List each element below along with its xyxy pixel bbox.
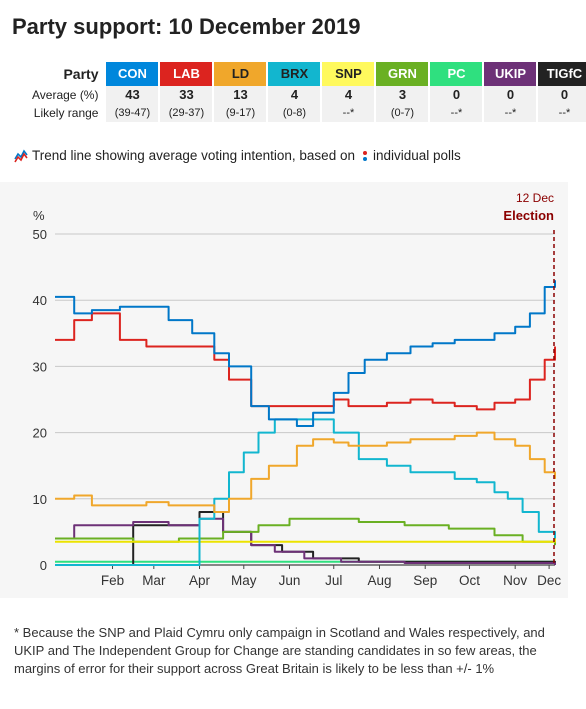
y-tick-label: 0 [40,558,47,573]
average-value-tigfc: 0 [538,86,586,104]
average-value-con: 43 [106,86,159,104]
range-row: Likely range (39-47) (29-37) (9-17) (0-8) --… [32,104,586,122]
average-label: Average (%) [32,88,99,102]
poll-chart: 0 10 20 30 40 50% Feb Mar Apr May Jun Jul Aug Sep Oct N… [33,191,562,588]
party-row-header: Party [63,66,99,82]
range-value-con: (39-47) [106,104,159,122]
range-value-snp: --* [322,104,375,122]
y-tick-label: 40 [33,293,47,308]
election-label: Election [503,208,554,223]
average-row: Average (%) 43 33 13 4 4 3 0 0 0 [32,86,586,104]
x-tick-label: Dec [537,573,561,588]
party-badge-ld: LD [214,62,267,86]
x-tick-label: Mar [142,573,166,588]
party-badge-lab: LAB [160,62,213,86]
average-value-grn: 3 [376,86,429,104]
chart-legend: Trend line showing average voting intent… [14,148,461,163]
page-title: Party support: 10 December 2019 [12,14,361,39]
y-axis-label: % [33,208,45,223]
footnote: * Because the SNP and Plaid Cymru only c… [14,625,545,676]
party-badge-brx: BRX [268,62,321,86]
party-badge-grn: GRN [376,62,429,86]
y-tick-label: 50 [33,227,47,242]
legend-polls-text: individual polls [372,148,461,163]
range-value-brx: (0-8) [268,104,321,122]
x-tick-label: Feb [101,573,124,588]
x-tick-label: Apr [189,573,211,588]
series-line-snp [55,538,556,543]
party-header-row: Party CON LAB LD BRX SNP GRN PC UKIP TIGfC [32,62,586,86]
series-line-con [55,280,556,427]
series-line-lab [55,312,556,411]
poll-dots-icon [362,150,367,161]
range-value-grn: (0-7) [376,104,429,122]
y-tick-label: 10 [33,492,47,507]
series-line-grn [55,517,556,546]
x-tick-label: Nov [503,573,527,588]
party-summary-table: Party CON LAB LD BRX SNP GRN PC UKIP TIGfC Avera… [30,62,586,122]
x-tick-label: May [231,573,257,588]
series-line-ld [55,431,556,513]
average-value-ukip: 0 [484,86,537,104]
x-tick-label: Aug [367,573,391,588]
party-badge-tigfc: TIGfC [538,62,586,86]
election-date-label: 12 Dec [516,191,554,205]
average-value-brx: 4 [268,86,321,104]
y-tick-label: 20 [33,426,47,441]
party-badge-ukip: UKIP [484,62,537,86]
trend-line-icon [14,148,28,162]
range-value-pc: --* [430,104,483,122]
average-value-snp: 4 [322,86,375,104]
party-badge-con: CON [106,62,159,86]
range-value-tigfc: --* [538,104,586,122]
average-value-lab: 33 [160,86,213,104]
range-value-ukip: --* [484,104,537,122]
range-value-ld: (9-17) [214,104,267,122]
range-label: Likely range [33,106,99,120]
legend-trend-text: Trend line showing average voting intent… [32,148,355,163]
x-tick-label: Sep [413,573,437,588]
range-value-lab: (29-37) [160,104,213,122]
y-tick-label: 30 [33,359,47,374]
x-tick-label: Oct [459,573,480,588]
x-tick-label: Jul [325,573,342,588]
average-value-ld: 13 [214,86,267,104]
average-value-pc: 0 [430,86,483,104]
x-tick-label: Jun [279,573,301,588]
party-badge-pc: PC [430,62,483,86]
party-badge-snp: SNP [322,62,375,86]
series-line-brx [55,418,556,566]
